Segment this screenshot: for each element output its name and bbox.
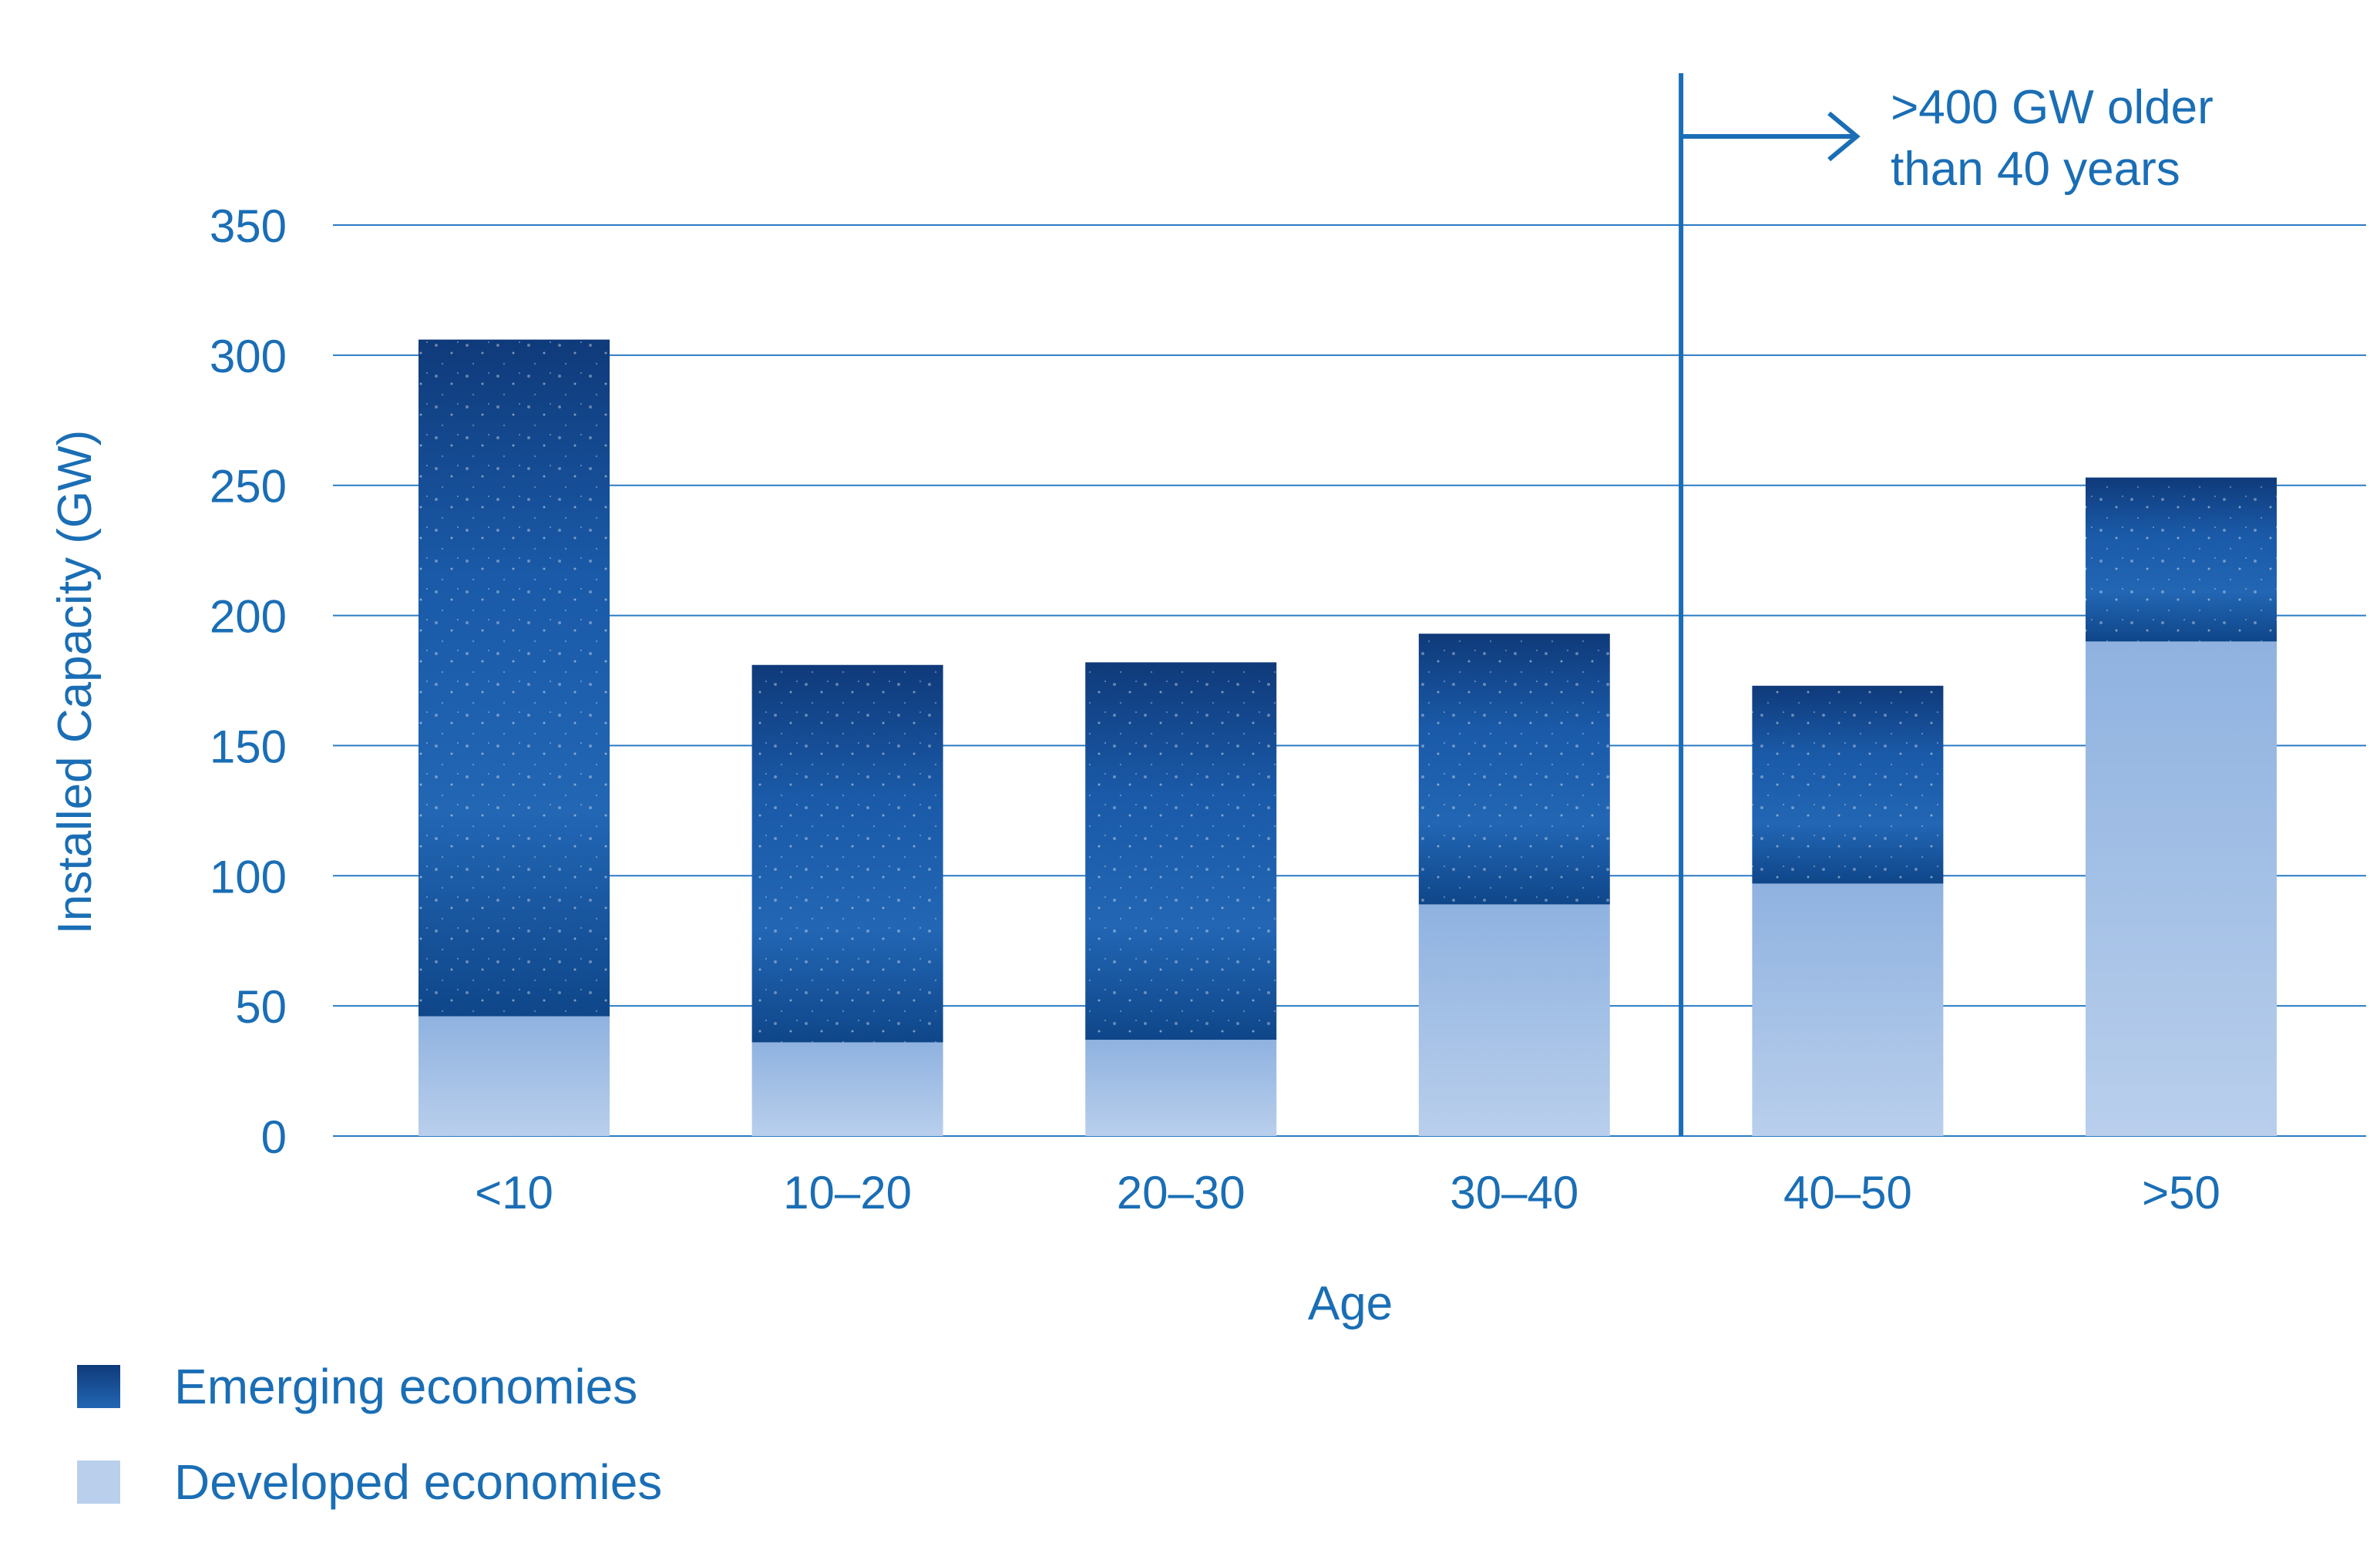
x-tick-label: 40–50 [1783,1167,1912,1219]
annotation: >400 GW older than 40 years [1679,73,2214,1136]
bar-emerging-texture [1752,685,1944,884]
y-tick-label: 350 [210,200,287,252]
bar-emerging-texture [1418,634,1610,905]
legend-item-developed: Developed economies [77,1454,662,1511]
x-tick-label: <10 [475,1167,553,1219]
x-tick-label: 10–20 [783,1167,912,1219]
x-axis-label: Age [1308,1277,1393,1330]
x-tick-label: 20–30 [1117,1167,1245,1219]
x-tick-label: 30–40 [1450,1167,1578,1219]
bar-emerging-texture [1085,662,1277,1040]
y-tick-label: 150 [210,721,287,772]
bar-developed [1418,904,1610,1136]
x-tick-label: >50 [2142,1167,2220,1219]
y-tick-label: 200 [210,591,287,643]
annotation-line-2: than 40 years [1891,143,2180,196]
y-tick-label: 50 [235,981,287,1033]
bar-developed [751,1042,943,1136]
legend-label-emerging: Emerging economies [174,1359,638,1414]
grid-lines [333,224,2366,1137]
y-tick-label: 250 [210,461,287,513]
annotation-line-1: >400 GW older [1891,81,2214,134]
legend-item-emerging: Emerging economies [77,1358,637,1415]
arrow-head-icon [1827,111,1861,162]
bar-emerging-texture [2086,477,2277,642]
x-tick-labels: <10 10–20 20–30 30–40 40–50 >50 [475,1167,2220,1219]
y-tick-label: 0 [261,1111,287,1163]
bar-developed [2086,641,2277,1136]
bar-emerging-texture [419,339,610,1017]
y-tick-labels: 0 50 100 150 200 250 300 350 [210,200,287,1163]
legend-swatch-emerging [77,1365,120,1408]
y-axis-label: Installed Capacity (GW) [49,430,102,935]
legend-label-developed: Developed economies [174,1454,663,1510]
bar-developed [1752,883,1944,1136]
bar-developed [419,1016,610,1136]
bar-emerging-texture [751,664,943,1043]
y-tick-label: 100 [210,851,287,903]
bar-developed [1085,1040,1277,1136]
y-tick-label: 300 [210,331,287,382]
bars [419,339,2277,1136]
legend-swatch-developed [77,1461,120,1504]
